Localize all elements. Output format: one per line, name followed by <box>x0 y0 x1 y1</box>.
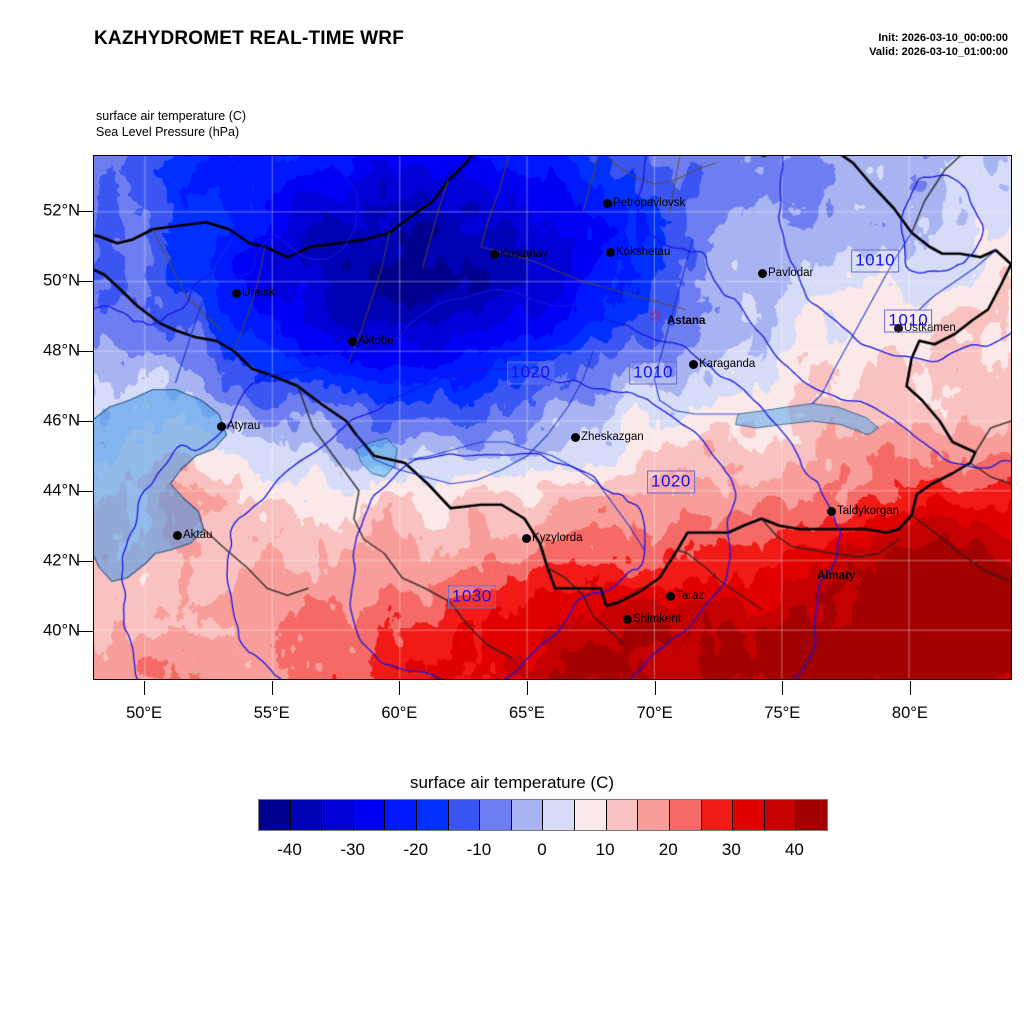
valid-time-label: Valid: 2026-03-10_01:00:00 <box>869 46 1008 58</box>
colorbar-segment <box>290 800 323 830</box>
colorbar-tick-label: 0 <box>537 840 547 859</box>
colorbar-tick-label: -10 <box>466 840 492 859</box>
colorbar-tick-label: -40 <box>277 840 302 859</box>
lat-tick-mark <box>77 351 93 352</box>
lat-tick-label: 40°N <box>43 621 80 640</box>
lat-tick-label: 42°N <box>43 551 80 570</box>
colorbar-segment <box>511 800 544 830</box>
field-caption-pressure: Sea Level Pressure (hPa) <box>96 125 240 139</box>
colorbar-segment <box>322 800 354 830</box>
lon-tick-mark <box>782 681 784 695</box>
colorbar-tick-label: -20 <box>403 840 429 859</box>
colorbar-segment <box>638 800 670 830</box>
colorbar[interactable] <box>258 799 828 831</box>
pressure-contour-label: 1010 <box>629 361 677 385</box>
pressure-contour-label: 1020 <box>506 361 555 385</box>
pressure-contour-label: 1010 <box>884 309 933 332</box>
model-run-info: Init: 2026-03-10_00:00:00 Valid: 2026-03… <box>869 31 1008 59</box>
colorbar-tick-label: -30 <box>340 840 365 859</box>
lat-tick-label: 50°N <box>43 271 80 290</box>
colorbar-tick-label: 20 <box>658 840 678 859</box>
lon-tick-label: 70°E <box>636 704 673 722</box>
colorbar-tick-label: 40 <box>784 840 804 859</box>
colorbar-segment <box>575 800 607 830</box>
pressure-contour-label: 1020 <box>647 470 695 493</box>
colorbar-tick-label: 30 <box>721 840 741 859</box>
lon-tick-label: 80°E <box>891 704 928 722</box>
colorbar-segment <box>701 800 734 830</box>
colorbar-segment <box>448 800 481 830</box>
lon-tick-mark <box>909 681 911 695</box>
lon-tick-mark <box>654 681 656 695</box>
lat-tick-mark <box>77 561 93 562</box>
colorbar-segment <box>543 800 576 830</box>
lon-tick-label: 60°E <box>381 704 418 722</box>
lon-tick-mark <box>526 681 528 695</box>
pressure-contour-label: 1030 <box>447 585 496 609</box>
temperature-field-canvas <box>94 156 1011 679</box>
colorbar-segment <box>353 800 386 830</box>
colorbar-segment <box>417 800 449 830</box>
lat-tick-mark <box>77 211 93 212</box>
weather-map[interactable]: Petropavlovsk Kostanay Kokshetau Pavlodar Ur… <box>93 155 1012 680</box>
pressure-contour-label: 1010 <box>851 249 900 273</box>
lon-tick-label: 55°E <box>253 704 290 722</box>
lon-tick-mark <box>144 681 146 695</box>
colorbar-segment <box>606 800 639 830</box>
init-time-label: Init: 2026-03-10_00:00:00 <box>878 32 1008 44</box>
colorbar-segment <box>385 800 418 830</box>
field-caption: surface air temperature (C) Sea Level Pr… <box>96 108 246 140</box>
lon-tick-label: 65°E <box>508 704 545 722</box>
lon-tick-mark <box>271 681 273 695</box>
lat-tick-label: 46°N <box>43 411 80 430</box>
colorbar-segment <box>733 800 765 830</box>
lon-tick-label: 50°E <box>126 704 163 722</box>
colorbar-tick-labels: -40 -30 -20 -10 0 10 20 30 40 <box>258 840 826 864</box>
colorbar-tick-label: 10 <box>595 840 615 859</box>
colorbar-segment <box>259 800 291 830</box>
lat-tick-label: 48°N <box>43 341 80 360</box>
lon-tick-label: 75°E <box>764 704 801 722</box>
lat-tick-mark <box>77 491 93 492</box>
colorbar-segment <box>480 800 512 830</box>
page-title: KAZHYDROMET REAL-TIME WRF <box>94 28 405 49</box>
colorbar-segment <box>796 800 827 830</box>
colorbar-segment <box>764 800 797 830</box>
lat-tick-mark <box>77 631 93 632</box>
lat-tick-label: 44°N <box>43 481 80 500</box>
field-caption-temperature: surface air temperature (C) <box>96 109 247 123</box>
colorbar-segment <box>669 800 702 830</box>
lat-tick-mark <box>77 281 93 282</box>
lat-tick-mark <box>77 421 93 422</box>
colorbar-title: surface air temperature (C) <box>409 773 615 792</box>
lat-tick-label: 52°N <box>43 201 80 220</box>
lon-tick-mark <box>399 681 401 695</box>
